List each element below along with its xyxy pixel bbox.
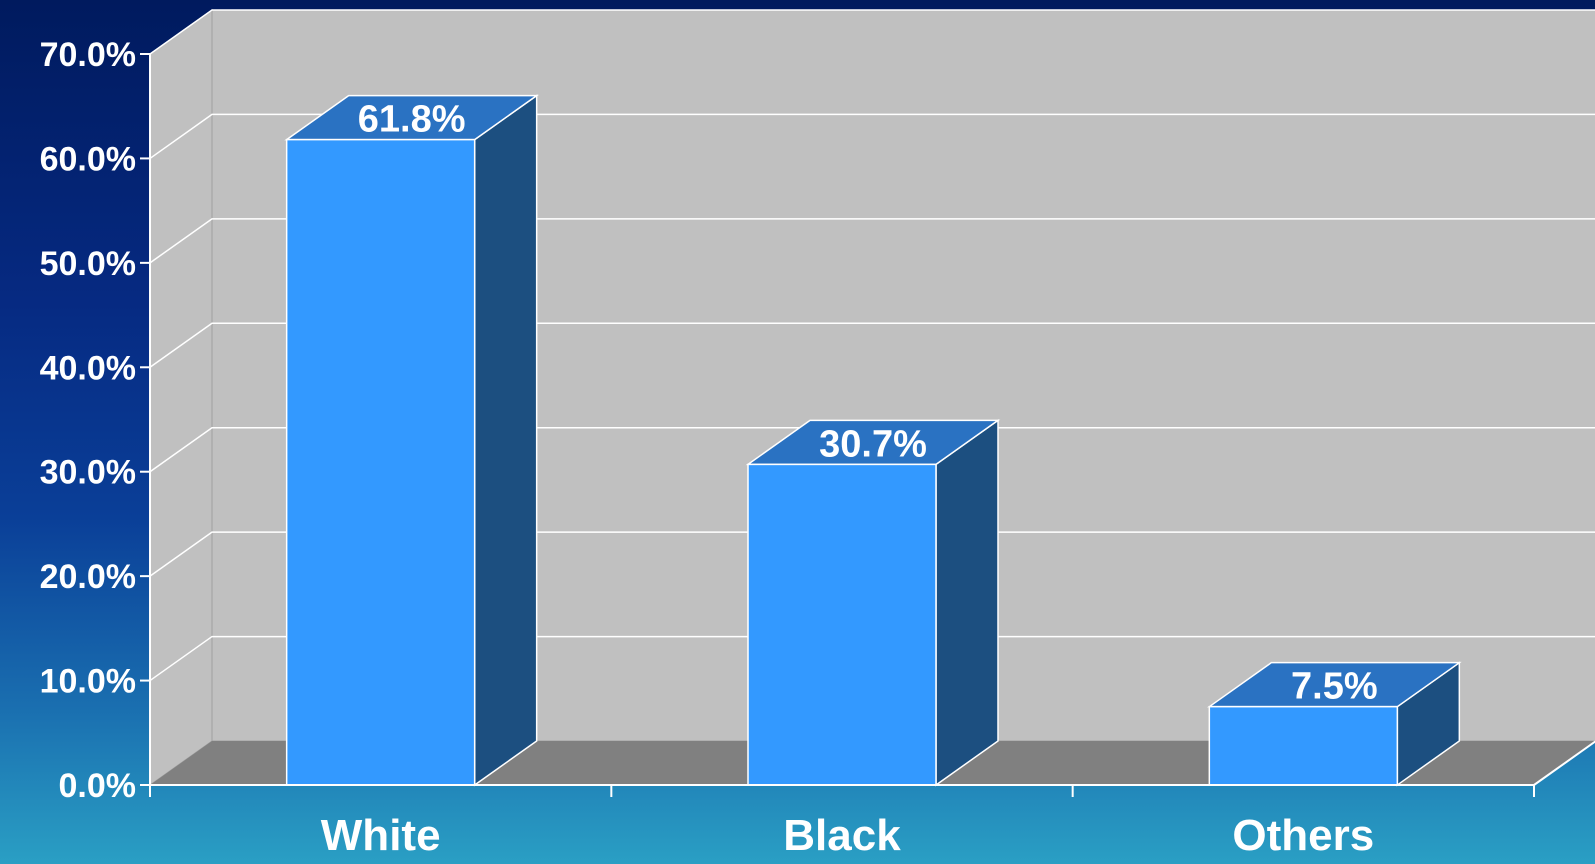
gridline <box>149 113 1595 160</box>
data-labels: 61.8% 30.7% 7.5% <box>358 99 1378 708</box>
data-label-black: 30.7% <box>819 423 927 465</box>
gridline <box>149 531 1595 577</box>
gridlines <box>149 9 1595 682</box>
y-tick-label: 30.0% <box>40 454 136 492</box>
y-tick-label: 70.0% <box>40 36 136 74</box>
category-label-black: Black <box>783 811 901 860</box>
gridline <box>149 218 1595 264</box>
gridline <box>149 426 1595 473</box>
bar-front <box>747 463 937 786</box>
category-label-others: Others <box>1232 811 1374 860</box>
bar-white <box>284 94 540 787</box>
floor-edge <box>1533 740 1595 786</box>
axes <box>140 53 1595 797</box>
y-tick-label: 50.0% <box>40 245 136 283</box>
gridline <box>149 322 1595 368</box>
y-axis-tick-labels: 0.0% 10.0% 20.0% 30.0% 40.0% 50.0% 60.0%… <box>40 36 136 805</box>
bar-side <box>935 418 999 787</box>
bar-side <box>473 94 538 787</box>
bar-black <box>745 418 1001 787</box>
category-label-white: White <box>321 811 441 860</box>
side-wall <box>149 9 213 786</box>
y-tick-label: 10.0% <box>40 663 136 701</box>
x-axis-category-labels: White Black Others <box>321 811 1374 860</box>
data-label-others: 7.5% <box>1291 666 1378 708</box>
bar-front <box>1208 705 1399 786</box>
gridline <box>149 635 1595 682</box>
bar-others <box>1206 661 1462 787</box>
gridline <box>149 9 1595 55</box>
y-tick-label: 40.0% <box>40 349 136 387</box>
y-tick-label: 60.0% <box>40 140 136 178</box>
data-label-white: 61.8% <box>358 99 466 141</box>
bar-front <box>285 138 476 786</box>
y-tick-label: 0.0% <box>59 767 137 805</box>
y-tick-label: 20.0% <box>40 558 136 596</box>
bars <box>284 94 1462 787</box>
